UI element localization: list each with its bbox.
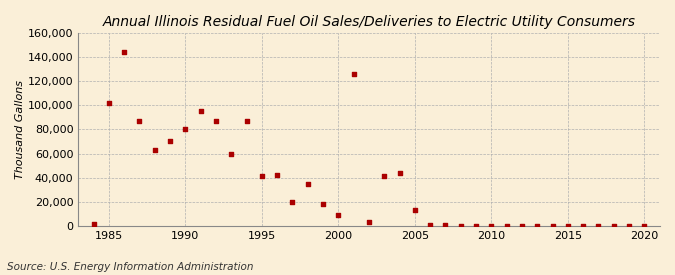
Point (593, 224, 604, 228)
Point (379, 174, 389, 179)
Title: Annual Illinois Residual Fuel Oil Sales/Deliveries to Electric Utility Consumers: Annual Illinois Residual Fuel Oil Sales/… (103, 15, 635, 29)
Point (425, 223, 435, 227)
Point (348, 72, 359, 76)
Point (226, 151, 237, 156)
Point (318, 202, 329, 206)
Point (103, 101, 114, 105)
Y-axis label: Thousand Gallons: Thousand Gallons (15, 80, 25, 179)
Point (440, 223, 451, 228)
Point (456, 223, 466, 228)
Point (180, 127, 191, 132)
Point (486, 224, 497, 228)
Point (119, 50, 130, 54)
Text: Source: U.S. Energy Information Administration: Source: U.S. Energy Information Administ… (7, 262, 253, 272)
Point (394, 170, 405, 175)
Point (149, 148, 160, 152)
Point (302, 182, 313, 186)
Point (608, 224, 619, 228)
Point (562, 224, 573, 228)
Point (410, 208, 421, 212)
Point (88, 222, 99, 227)
Point (624, 224, 634, 228)
Point (272, 173, 283, 177)
Point (165, 139, 176, 144)
Point (532, 224, 543, 228)
Point (333, 213, 344, 217)
Point (287, 200, 298, 204)
Point (578, 224, 589, 228)
Point (256, 174, 267, 179)
Point (502, 224, 512, 228)
Point (516, 224, 527, 228)
Point (364, 220, 375, 224)
Point (211, 119, 221, 123)
Point (470, 224, 481, 228)
Point (547, 224, 558, 228)
Point (241, 119, 252, 123)
Point (639, 224, 650, 228)
Point (195, 109, 206, 114)
Point (134, 119, 145, 123)
